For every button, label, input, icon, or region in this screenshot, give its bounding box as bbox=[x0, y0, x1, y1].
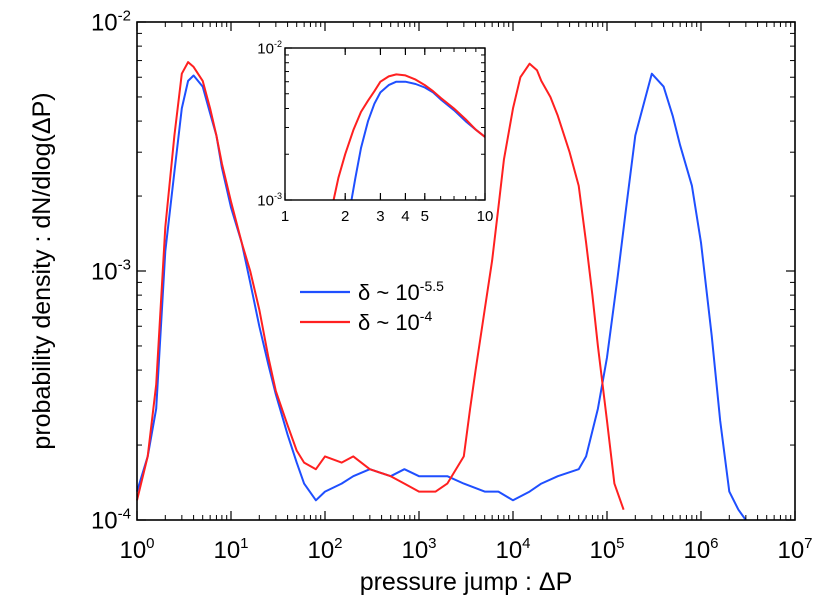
main-y-tick-label: 10-2 bbox=[91, 7, 131, 36]
main-y-tick-label: 10-3 bbox=[91, 256, 131, 285]
inset-x-tick-label: 5 bbox=[421, 208, 429, 225]
inset-x-tick-label: 3 bbox=[376, 208, 384, 225]
y-axis-label: probability density : dN/dlog(ΔP) bbox=[28, 92, 56, 449]
legend-label-1: δ ~ 10-4 bbox=[358, 308, 432, 335]
main-y-tick-label: 10-4 bbox=[91, 505, 131, 534]
legend-label-0: δ ~ 10-5.5 bbox=[358, 278, 444, 305]
inset-x-tick-label: 2 bbox=[341, 208, 349, 225]
main-x-tick-label: 100 bbox=[119, 535, 154, 564]
inset-x-tick-label: 1 bbox=[281, 208, 289, 225]
main-x-tick-label: 103 bbox=[401, 535, 436, 564]
main-x-tick-label: 106 bbox=[683, 535, 718, 564]
inset-y-tick-label: 10-3 bbox=[257, 191, 282, 209]
main-x-tick-label: 104 bbox=[495, 535, 530, 564]
main-x-tick-label: 105 bbox=[589, 535, 624, 564]
inset-x-tick-label: 10 bbox=[477, 208, 494, 225]
inset-y-tick-label: 10-2 bbox=[257, 39, 282, 57]
main-x-tick-label: 102 bbox=[307, 535, 342, 564]
x-axis-label: pressure jump : ΔP bbox=[360, 568, 573, 596]
main-x-tick-label: 107 bbox=[777, 535, 812, 564]
inset-x-tick-label: 4 bbox=[401, 208, 409, 225]
inset-series-1-line bbox=[332, 73, 486, 201]
inset-series-0-line bbox=[350, 80, 486, 201]
main-x-tick-label: 101 bbox=[213, 535, 248, 564]
inset-plot-area bbox=[285, 48, 485, 200]
inset-frame bbox=[284, 47, 486, 201]
main-series-1-line bbox=[136, 61, 625, 511]
